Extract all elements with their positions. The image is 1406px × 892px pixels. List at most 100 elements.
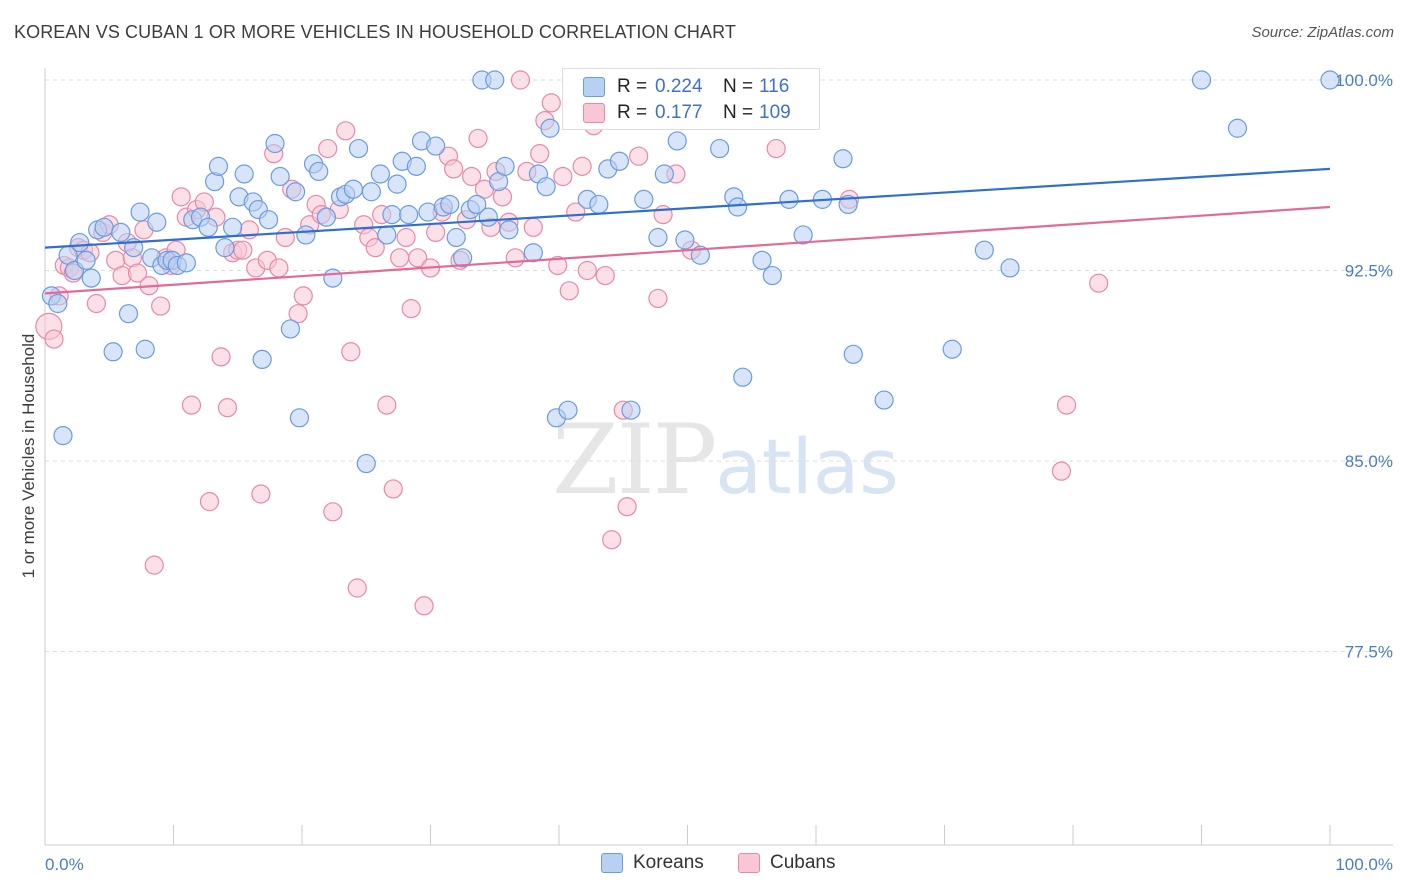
koreans-point	[690, 245, 710, 265]
koreans-point	[361, 182, 381, 202]
cubans-point	[595, 265, 615, 286]
legend-item-koreans[interactable]: Koreans	[601, 852, 704, 874]
cubans-point	[211, 347, 231, 367]
cubans-point	[377, 395, 397, 415]
legend-row-koreans: R = 0.224 N = 116	[583, 74, 789, 100]
koreans-point	[309, 161, 329, 182]
cubans-point	[530, 144, 550, 164]
cubans-point	[426, 222, 446, 242]
cubans-point	[602, 530, 622, 550]
koreans-point	[406, 156, 426, 176]
koreans-point	[589, 194, 609, 215]
cubans-point	[505, 248, 525, 268]
legend-row-cubans: R = 0.177 N = 109	[583, 100, 791, 126]
koreans-point	[118, 304, 139, 324]
axes	[44, 68, 1393, 846]
cubans-point	[553, 166, 573, 187]
legend-r-value: 0.224	[655, 76, 703, 97]
legend-r-value: 0.177	[655, 102, 703, 123]
koreans-point	[399, 205, 419, 225]
legend-label-koreans: Koreans	[633, 852, 704, 873]
cubans-point	[181, 395, 202, 415]
chart-source: Source: ZipAtlas.com	[1251, 24, 1394, 41]
koreans-point	[111, 222, 131, 242]
koreans-point	[377, 225, 397, 245]
koreans-trend-line	[44, 167, 1331, 249]
cubans-point	[171, 187, 191, 207]
koreans-point	[53, 426, 73, 446]
koreans-point	[609, 151, 629, 171]
cubans-point	[548, 255, 568, 276]
koreans-point	[453, 248, 473, 268]
koreans-point	[446, 227, 466, 248]
koreans-point	[536, 177, 556, 197]
cubans-point	[396, 227, 416, 248]
cubans-point	[617, 497, 637, 517]
cubans-point	[444, 159, 464, 179]
koreans-point	[270, 166, 290, 187]
cubans-point	[523, 217, 543, 237]
watermark: ZIPatlas	[552, 404, 899, 516]
koreans-point	[478, 207, 498, 227]
koreans-point	[540, 118, 560, 138]
koreans-point	[280, 319, 301, 339]
koreans-point	[942, 339, 962, 359]
cubans-point	[217, 398, 238, 418]
series-legend: Koreans Cubans	[0, 852, 1406, 878]
koreans-point	[495, 156, 515, 176]
cubans-point	[572, 156, 592, 176]
cubans-trend-line	[44, 205, 1331, 295]
tick-labels: 77.5% 85.0% 92.5% 100.0% 0.0% 100.0% 1 or more…	[19, 71, 1393, 874]
koreans-point	[316, 207, 337, 227]
cubans-point	[127, 263, 148, 283]
cubans-point	[390, 248, 410, 268]
cubans-point	[1051, 461, 1072, 481]
cubans-point	[199, 492, 220, 512]
cubans-point	[383, 479, 403, 499]
koreans-point	[838, 194, 858, 215]
koreans-point	[793, 225, 813, 245]
koreans-point	[252, 349, 272, 369]
cubans-point	[541, 93, 561, 113]
cubans-point	[44, 329, 64, 349]
koreans-point	[48, 293, 68, 314]
koreans-point	[76, 250, 96, 270]
cubans-point	[86, 293, 107, 314]
correlation-legend: R = 0.224 N = 116 R = 0.177 N = 109	[562, 68, 820, 130]
cubans-point	[414, 596, 434, 616]
koreans-point	[387, 174, 407, 194]
koreans-point	[728, 197, 748, 217]
cubans-point	[408, 248, 428, 268]
koreans-point	[710, 138, 730, 159]
koreans-point	[265, 133, 285, 154]
koreans-point	[499, 220, 519, 240]
y-tick-label: 100.0%	[1335, 71, 1393, 90]
koreans-point	[654, 164, 674, 184]
koreans-point	[103, 342, 123, 362]
koreans-point	[762, 265, 782, 286]
koreans-point	[258, 210, 279, 230]
koreans-point	[621, 400, 641, 420]
koreans-point	[70, 232, 90, 253]
koreans-point	[323, 268, 343, 288]
cubans-point	[341, 342, 361, 362]
cubans-point	[766, 138, 786, 159]
koreans-point	[485, 70, 505, 90]
x-tick-label: 0.0%	[45, 855, 84, 874]
chart-title: KOREAN VS CUBAN 1 OR MORE VEHICLES IN HO…	[14, 22, 736, 42]
cubans-point	[1089, 273, 1109, 293]
koreans-swatch	[583, 77, 605, 97]
y-axis-title: 1 or more Vehicles in Household	[19, 334, 38, 579]
legend-r-label: R =	[617, 102, 648, 123]
koreans-point	[208, 156, 229, 176]
cubans-point	[462, 166, 482, 187]
legend-item-cubans[interactable]: Cubans	[738, 852, 836, 874]
legend-n-label: N =	[723, 76, 754, 97]
koreans-point	[779, 189, 799, 209]
cubans-point	[468, 128, 488, 149]
legend-n-value: 109	[759, 102, 791, 123]
koreans-point	[843, 344, 863, 364]
koreans-point	[974, 240, 994, 260]
koreans-point	[667, 131, 687, 151]
